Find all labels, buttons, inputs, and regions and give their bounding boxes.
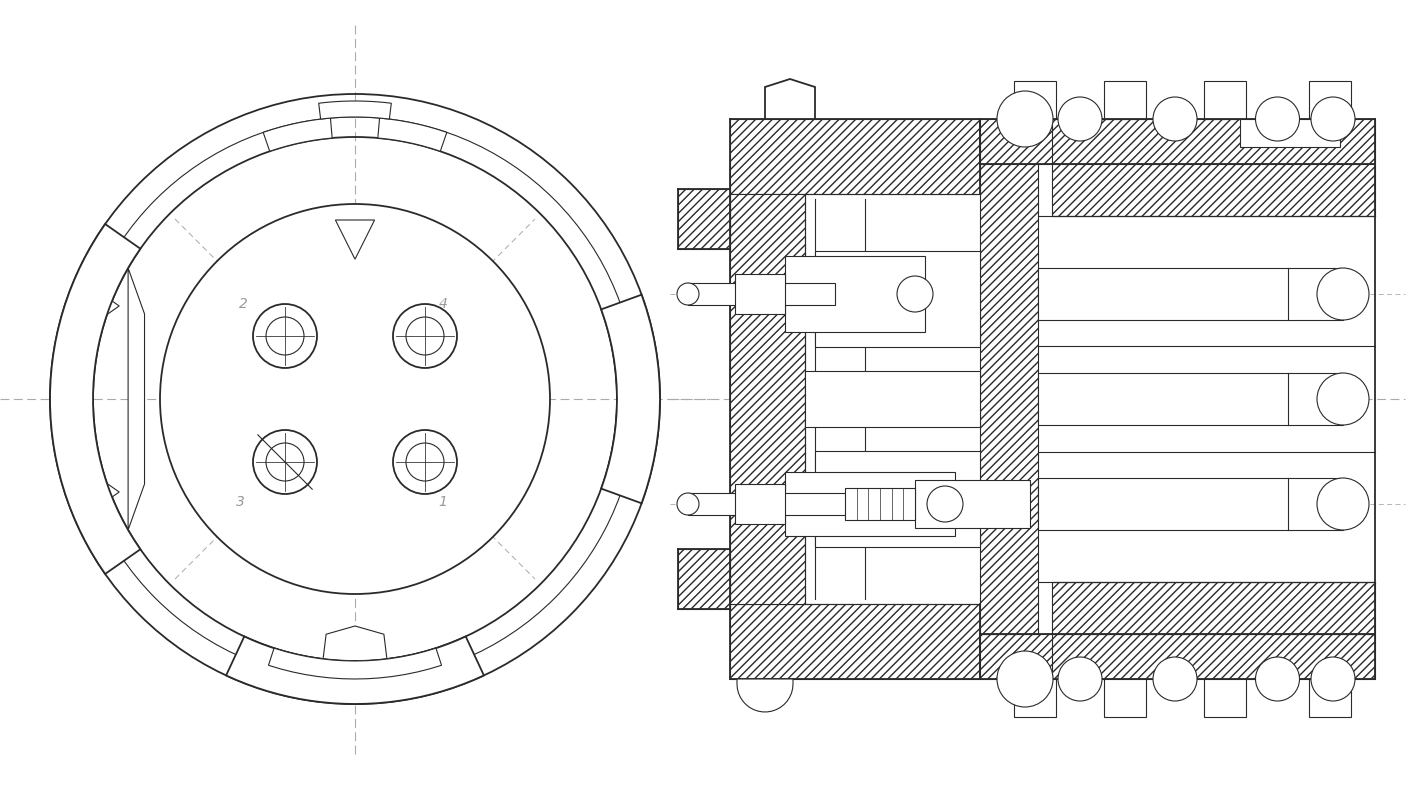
- Bar: [1204, 81, 1245, 119]
- Bar: [1204, 679, 1245, 717]
- Circle shape: [266, 317, 304, 355]
- Bar: [689, 283, 835, 305]
- Bar: [914, 480, 1030, 528]
- Bar: [677, 549, 730, 609]
- Text: 4: 4: [439, 297, 447, 311]
- Bar: [1014, 81, 1056, 119]
- Bar: [1309, 679, 1350, 717]
- Polygon shape: [263, 118, 332, 152]
- Circle shape: [1311, 97, 1355, 141]
- Circle shape: [1058, 97, 1102, 141]
- Circle shape: [997, 91, 1054, 147]
- Circle shape: [897, 276, 933, 312]
- Circle shape: [393, 304, 457, 368]
- Circle shape: [1311, 657, 1355, 701]
- Bar: [689, 493, 855, 515]
- Polygon shape: [97, 290, 119, 322]
- Bar: [980, 164, 1038, 634]
- Polygon shape: [50, 224, 141, 574]
- Polygon shape: [318, 101, 392, 119]
- Circle shape: [1316, 268, 1369, 320]
- Circle shape: [1058, 657, 1102, 701]
- Bar: [980, 119, 1375, 164]
- Bar: [1014, 679, 1056, 717]
- Bar: [1309, 81, 1350, 119]
- Bar: [1103, 81, 1146, 119]
- Circle shape: [160, 204, 550, 594]
- Text: 2: 2: [239, 297, 247, 311]
- Circle shape: [266, 443, 304, 481]
- Bar: [1052, 164, 1375, 216]
- Bar: [785, 472, 956, 536]
- Circle shape: [253, 304, 317, 368]
- Bar: [730, 194, 805, 604]
- Circle shape: [253, 430, 317, 494]
- Bar: [650, 49, 1420, 749]
- Bar: [1038, 478, 1343, 530]
- Bar: [1052, 582, 1375, 634]
- Bar: [1103, 679, 1146, 717]
- Circle shape: [927, 486, 963, 522]
- Bar: [785, 256, 924, 332]
- Polygon shape: [226, 637, 484, 704]
- Bar: [730, 604, 980, 679]
- Bar: [815, 251, 980, 347]
- Circle shape: [393, 430, 457, 494]
- Circle shape: [1255, 657, 1299, 701]
- Bar: [730, 119, 980, 194]
- Polygon shape: [737, 679, 792, 712]
- Polygon shape: [335, 220, 375, 259]
- Polygon shape: [268, 648, 442, 679]
- Circle shape: [677, 493, 699, 515]
- Text: 3: 3: [236, 495, 244, 509]
- Bar: [845, 488, 914, 520]
- Circle shape: [997, 651, 1054, 707]
- Bar: [1240, 119, 1340, 147]
- Polygon shape: [97, 476, 119, 508]
- Polygon shape: [324, 626, 386, 661]
- Circle shape: [677, 283, 699, 305]
- Bar: [1038, 268, 1343, 320]
- Polygon shape: [609, 331, 638, 419]
- Bar: [1038, 373, 1343, 425]
- Polygon shape: [601, 294, 660, 504]
- Polygon shape: [128, 268, 145, 530]
- Bar: [815, 451, 980, 547]
- Circle shape: [1153, 97, 1197, 141]
- Circle shape: [45, 89, 665, 709]
- Circle shape: [406, 443, 444, 481]
- Polygon shape: [765, 79, 815, 119]
- Circle shape: [406, 317, 444, 355]
- Circle shape: [1153, 657, 1197, 701]
- Bar: [736, 274, 785, 314]
- Bar: [980, 634, 1375, 679]
- Polygon shape: [609, 379, 638, 467]
- Bar: [805, 371, 980, 427]
- Bar: [677, 189, 730, 249]
- Bar: [736, 484, 785, 524]
- Text: 1: 1: [439, 495, 447, 509]
- Polygon shape: [378, 118, 447, 152]
- Circle shape: [1255, 97, 1299, 141]
- Circle shape: [1316, 373, 1369, 425]
- Circle shape: [1316, 478, 1369, 530]
